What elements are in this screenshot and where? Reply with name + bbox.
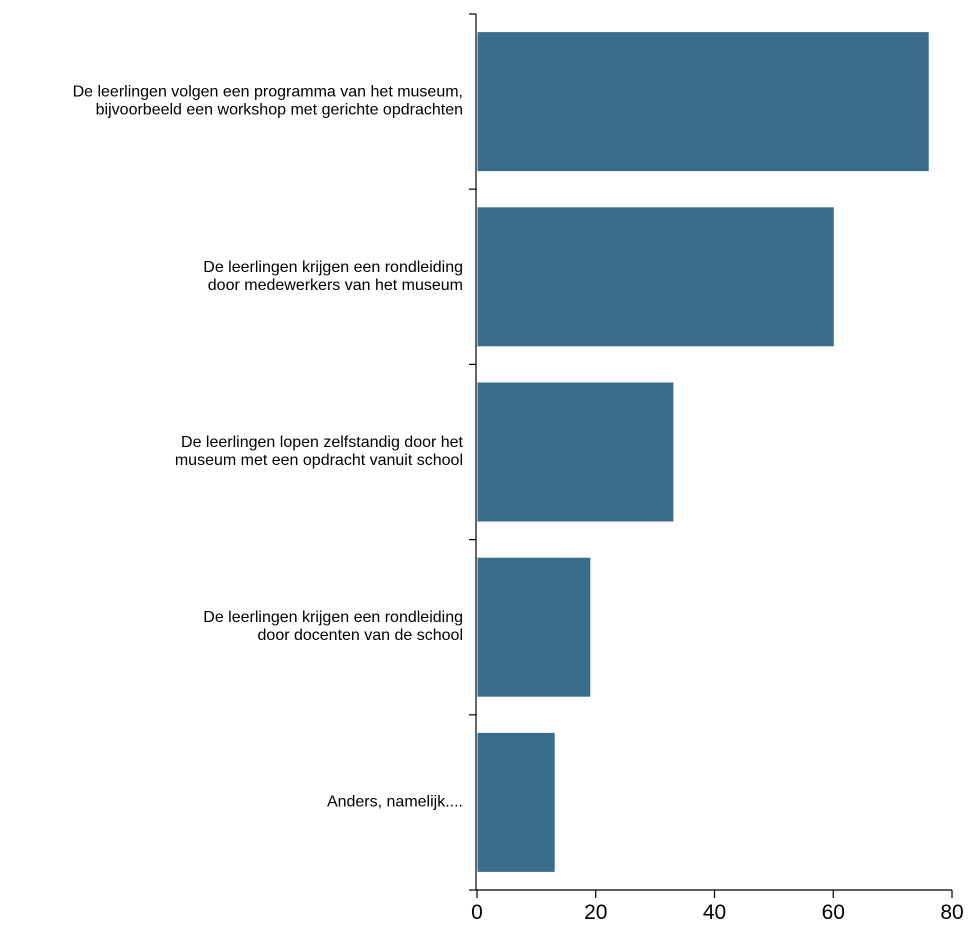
x-tick-label: 40 [703, 901, 726, 924]
bars-group [477, 32, 929, 872]
category-label-line: De leerlingen krijgen een rondleiding [203, 259, 463, 276]
x-tick-label: 60 [822, 901, 845, 924]
category-label-line: bijvoorbeeld een workshop met gerichte o… [96, 102, 463, 119]
category-labels-group: De leerlingen volgen een programma van h… [73, 84, 464, 811]
bar [477, 32, 929, 172]
x-tick-label: 20 [584, 901, 607, 924]
category-label: De leerlingen lopen zelfstandig door het… [175, 434, 464, 469]
category-label-line: De leerlingen lopen zelfstandig door het [181, 434, 464, 451]
x-tick-label: 0 [471, 901, 483, 924]
category-label-line: Anders, namelijk.... [327, 794, 463, 811]
category-label-line: De leerlingen krijgen een rondleiding [203, 609, 463, 626]
x-tick-label: 80 [940, 901, 963, 924]
bar [477, 382, 674, 522]
x-ticks-group: 0 20 40 60 80 [469, 13, 964, 924]
bar [477, 732, 555, 872]
category-label: De leerlingen volgen een programma van h… [73, 84, 463, 119]
category-label: De leerlingen krijgen een rondleiding doo… [203, 259, 463, 294]
category-label-line: door docenten van de school [258, 627, 463, 644]
category-label: De leerlingen krijgen een rondleiding doo… [203, 609, 463, 644]
category-label-line: door medewerkers van het museum [208, 277, 463, 294]
bar [477, 557, 591, 697]
category-label-line: museum met een opdracht vanuit school [175, 452, 463, 469]
category-label-line: De leerlingen volgen een programma van h… [73, 84, 463, 101]
bar [477, 207, 834, 347]
category-label: Anders, namelijk.... [327, 794, 463, 811]
